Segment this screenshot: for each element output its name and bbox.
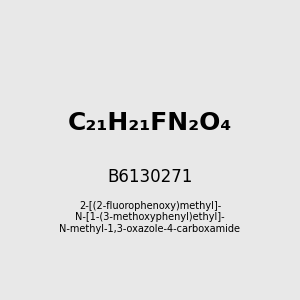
Text: 2-[(2-fluorophenoxy)methyl]-
N-[1-(3-methoxyphenyl)ethyl]-
N-methyl-1,3-oxazole-: 2-[(2-fluorophenoxy)methyl]- N-[1-(3-met… bbox=[59, 201, 241, 234]
Text: C₂₁H₂₁FN₂O₄: C₂₁H₂₁FN₂O₄ bbox=[68, 111, 232, 135]
Text: B6130271: B6130271 bbox=[107, 168, 193, 186]
